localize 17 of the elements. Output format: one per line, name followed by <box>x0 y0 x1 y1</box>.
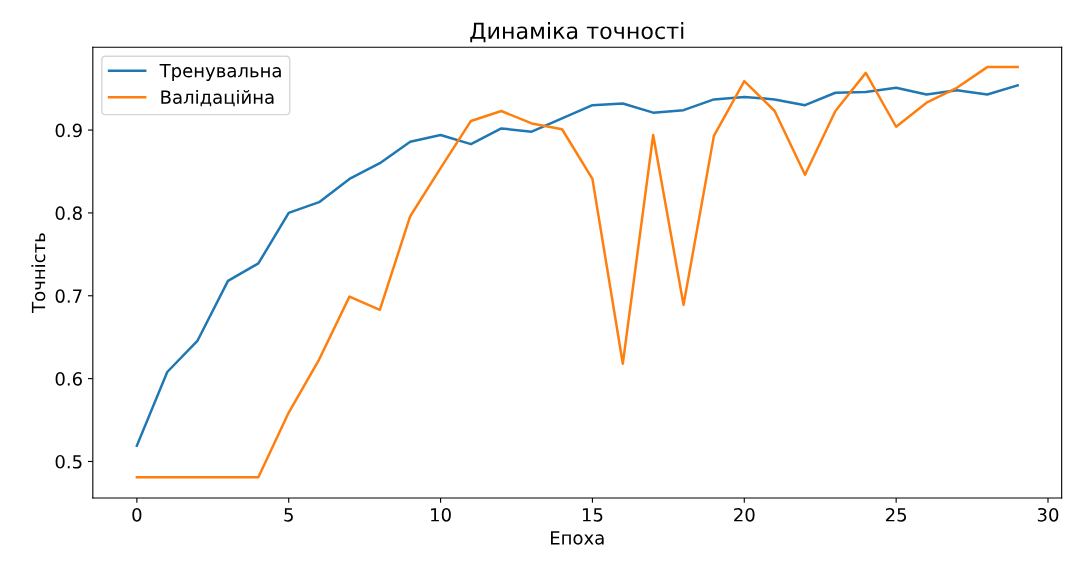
x-tick-label: 30 <box>1037 507 1059 522</box>
y-tick-label: 0.7 <box>55 289 82 303</box>
x-tick-label: 0 <box>132 507 142 522</box>
y-axis-title: Точність <box>31 233 46 313</box>
y-tick-label: 0.9 <box>55 123 82 138</box>
y-tick-label: 0.6 <box>55 372 82 386</box>
x-tick-label: 25 <box>885 507 907 522</box>
x-tick-label: 15 <box>582 508 603 522</box>
x-tick-label: 20 <box>734 507 755 522</box>
x-tick-label: 10 <box>431 507 451 522</box>
chart-title: Динаміка точності <box>470 21 684 43</box>
legend-label: Тренувальна <box>159 64 281 81</box>
legend-label: Валідаційна <box>161 89 274 107</box>
y-tick-label: 0.5 <box>55 454 82 469</box>
x-axis-title: Епоха <box>551 531 604 545</box>
x-tick-label: 5 <box>284 508 293 522</box>
y-tick-label: 0.8 <box>55 206 82 221</box>
